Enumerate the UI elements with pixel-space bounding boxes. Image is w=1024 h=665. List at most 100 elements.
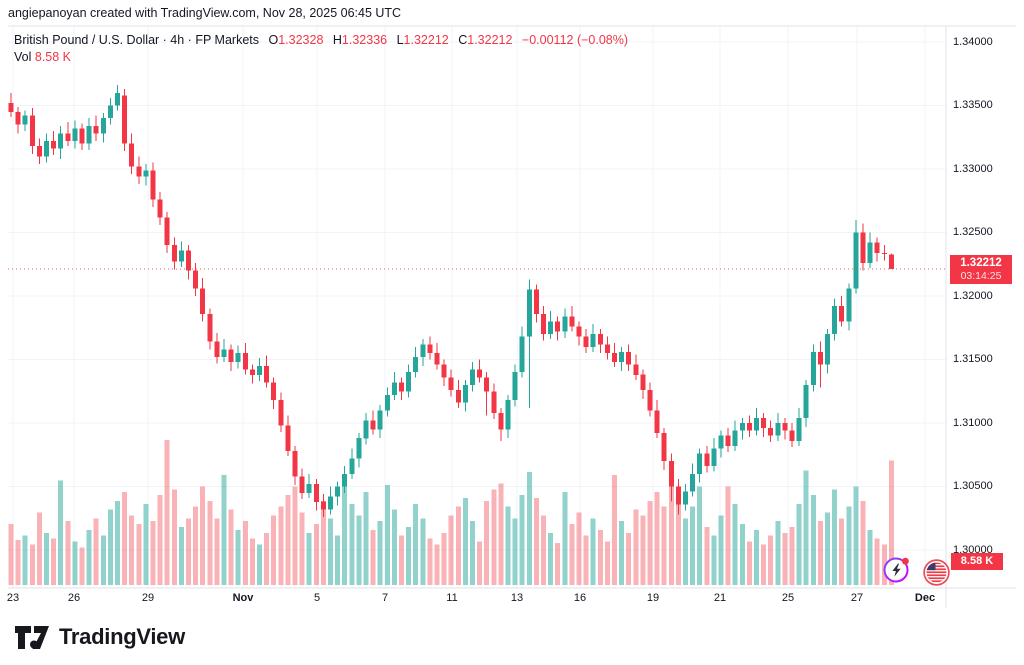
- volume-bar: [221, 474, 227, 585]
- candle-body-up: [810, 351, 816, 385]
- volume-bar: [328, 518, 333, 585]
- candle-body-down: [93, 125, 99, 134]
- time-tick-label: 26: [67, 592, 81, 604]
- volume-bar: [22, 535, 28, 585]
- volume-bar: [832, 489, 838, 585]
- volume-bar: [810, 495, 816, 585]
- volume-bar: [853, 486, 859, 585]
- tradingview-logo-text[interactable]: TradingView: [59, 624, 185, 649]
- candle-body-down: [320, 501, 326, 510]
- volume-bar: [690, 506, 696, 585]
- open-value: 1.32328: [278, 33, 324, 47]
- candle-body-down: [313, 484, 319, 502]
- volume-bar: [51, 538, 57, 585]
- volume-bar: [214, 518, 220, 585]
- candle-body-up: [58, 133, 64, 149]
- candle-body-up: [221, 349, 227, 357]
- symbol-title[interactable]: British Pound / U.S. Dollar · 4h · FP Ma…: [14, 33, 259, 47]
- candle-body-down: [768, 428, 774, 436]
- time-tick-label: Dec: [914, 592, 936, 604]
- volume-legend: Vol 8.58 K: [14, 50, 71, 64]
- volume-bar: [86, 529, 92, 585]
- candle-body-up: [349, 458, 355, 474]
- candle-body-up: [683, 491, 688, 505]
- volume-bar: [647, 500, 653, 585]
- volume-bar: [484, 500, 490, 585]
- lightning-button[interactable]: [883, 556, 910, 583]
- candle-body-up: [100, 118, 106, 134]
- volume-bar: [228, 509, 234, 585]
- change-value: −0.00112 (−0.08%): [521, 33, 629, 47]
- candle-body-up: [718, 435, 724, 449]
- candle-body-up: [711, 448, 717, 467]
- candle-body-down: [761, 417, 767, 429]
- volume-bar: [725, 486, 731, 585]
- volume-bar: [363, 492, 369, 585]
- us-flag-button[interactable]: [923, 559, 950, 586]
- candle-body-up: [335, 486, 341, 497]
- candle-body-up: [377, 410, 383, 430]
- candle-body-down: [881, 252, 887, 255]
- volume-bar: [178, 527, 184, 585]
- volume-bar: [796, 503, 802, 585]
- tradingview-logo-icon: [15, 625, 49, 649]
- candle-body-up: [832, 306, 838, 335]
- volume-bar: [619, 521, 625, 585]
- candle-body-down: [612, 353, 617, 363]
- candle-body-down: [668, 461, 674, 487]
- candle-body-down: [633, 364, 639, 375]
- volume-bar: [207, 500, 213, 585]
- candle-body-up: [803, 384, 809, 418]
- volume-bar: [58, 480, 64, 585]
- candle-body-down: [484, 377, 490, 392]
- candle-body-down: [569, 316, 575, 327]
- candle-body-up: [512, 372, 518, 401]
- volume-bar: [817, 521, 823, 585]
- candle-body-down: [150, 170, 156, 200]
- candle-body-down: [136, 166, 142, 177]
- volume-bar: [44, 532, 49, 585]
- us-flag-icon: [923, 559, 950, 586]
- volume-bar: [79, 547, 85, 585]
- candle-body-up: [143, 170, 149, 177]
- candle-body-up: [470, 369, 475, 385]
- low-label: L: [396, 33, 404, 47]
- volume-bar: [718, 515, 724, 585]
- candle-body-up: [107, 105, 113, 119]
- volume-bar: [789, 527, 795, 585]
- volume-bar: [448, 515, 454, 585]
- volume-bar: [391, 509, 397, 585]
- candle-body-down: [782, 423, 788, 431]
- volume-bar: [356, 515, 362, 585]
- volume-bar: [498, 483, 504, 585]
- candle-body-up: [342, 473, 348, 487]
- volume-bar: [370, 529, 376, 585]
- candle-body-up: [846, 288, 852, 322]
- volume-bar: [874, 538, 880, 585]
- open-label: O: [268, 33, 279, 47]
- volume-bar: [107, 509, 113, 585]
- footer-logo[interactable]: TradingView: [14, 624, 185, 650]
- volume-bar: [320, 500, 326, 585]
- candle-body-down: [626, 351, 632, 365]
- volume-bar: [697, 486, 703, 585]
- candle-body-down: [533, 289, 539, 314]
- candle-body-up: [853, 232, 859, 289]
- volume-bar: [583, 535, 589, 585]
- volume-bar: [860, 500, 866, 585]
- time-tick-label: 19: [646, 592, 660, 604]
- candle-body-down: [15, 111, 21, 125]
- volume-bar: [285, 495, 291, 585]
- candle-body-up: [590, 334, 596, 347]
- volume-bar: [846, 506, 852, 585]
- volume-bar: [739, 524, 745, 585]
- candle-body-up: [697, 453, 703, 474]
- candle-body-down: [704, 453, 710, 467]
- candle-body-down: [264, 365, 270, 383]
- volume-bar: [526, 471, 532, 585]
- candle-body-down: [654, 410, 660, 434]
- volume-bar: [72, 541, 78, 585]
- volume-bar: [249, 538, 255, 585]
